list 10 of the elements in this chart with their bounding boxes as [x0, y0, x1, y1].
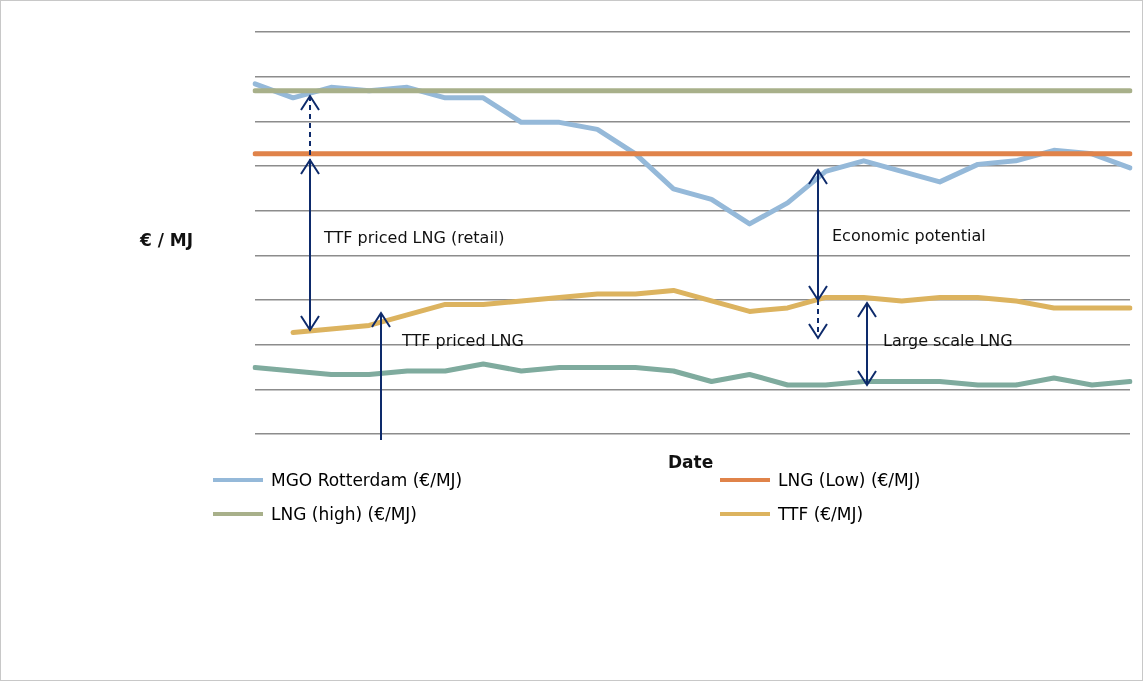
- annotation: TTF priced LNG: [402, 331, 524, 350]
- legend-label: LNG (high) (€/MJ): [271, 504, 417, 524]
- annotation: Large scale LNG: [883, 331, 1013, 350]
- annotation: Economic potential: [832, 226, 986, 245]
- legend-label: TTF (€/MJ): [778, 504, 864, 524]
- legend-label: MGO Rotterdam (€/MJ): [271, 470, 463, 490]
- annotation: TTF priced LNG (retail): [324, 228, 505, 247]
- legend-label: LNG (Low) (€/MJ): [778, 470, 921, 490]
- x-axis-title: Date: [668, 452, 714, 472]
- y-axis-title: € / MJ: [140, 230, 194, 250]
